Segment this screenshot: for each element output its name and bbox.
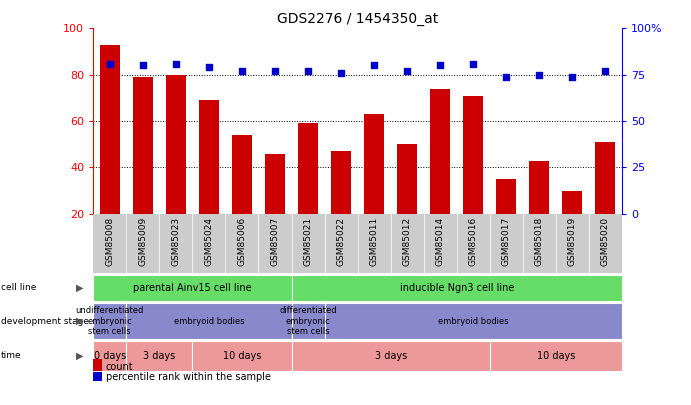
Bar — [430, 89, 450, 214]
Text: undifferentiated
embryonic
stem cells: undifferentiated embryonic stem cells — [75, 306, 144, 336]
Bar — [93, 303, 126, 339]
Bar — [199, 100, 219, 214]
Bar — [292, 275, 622, 301]
Text: GSM85023: GSM85023 — [171, 217, 180, 266]
Text: 3 days: 3 days — [375, 351, 407, 361]
Point — [171, 60, 182, 67]
Text: ▶: ▶ — [76, 316, 84, 326]
Text: time: time — [1, 352, 21, 360]
Text: 10 days: 10 days — [537, 351, 575, 361]
Point — [104, 60, 115, 67]
Title: GDS2276 / 1454350_at: GDS2276 / 1454350_at — [277, 12, 438, 26]
Text: 0 days: 0 days — [94, 351, 126, 361]
Bar — [292, 341, 490, 371]
Point — [567, 73, 578, 80]
Bar — [126, 303, 292, 339]
Text: GSM85022: GSM85022 — [337, 217, 346, 266]
Bar — [496, 179, 516, 214]
Text: embryoid bodies: embryoid bodies — [438, 317, 509, 326]
Bar — [490, 341, 622, 371]
Text: GSM85019: GSM85019 — [568, 217, 577, 266]
Text: GSM85008: GSM85008 — [105, 217, 114, 266]
Text: GSM85007: GSM85007 — [270, 217, 279, 266]
Text: ▶: ▶ — [76, 351, 84, 361]
Bar — [192, 341, 292, 371]
Bar — [133, 77, 153, 214]
Text: count: count — [106, 362, 133, 371]
Bar — [562, 191, 583, 214]
Text: GSM85012: GSM85012 — [403, 217, 412, 266]
Text: GSM85018: GSM85018 — [535, 217, 544, 266]
Bar — [93, 341, 126, 371]
Point — [600, 68, 611, 74]
Point — [501, 73, 512, 80]
Bar — [232, 135, 252, 214]
Point — [401, 68, 413, 74]
Point — [468, 60, 479, 67]
Bar — [292, 303, 325, 339]
Bar — [397, 144, 417, 214]
Text: percentile rank within the sample: percentile rank within the sample — [106, 373, 271, 382]
Text: 3 days: 3 days — [143, 351, 176, 361]
Text: parental Ainv15 cell line: parental Ainv15 cell line — [133, 283, 252, 293]
Text: differentiated
embryonic
stem cells: differentiated embryonic stem cells — [279, 306, 337, 336]
Point — [138, 62, 149, 69]
Bar — [364, 114, 384, 214]
Text: cell line: cell line — [1, 283, 36, 292]
Text: GSM85024: GSM85024 — [205, 217, 214, 266]
Text: GSM85009: GSM85009 — [138, 217, 147, 266]
Point — [368, 62, 379, 69]
Bar — [298, 124, 318, 214]
Text: GSM85017: GSM85017 — [502, 217, 511, 266]
Text: GSM85021: GSM85021 — [303, 217, 312, 266]
Text: GSM85014: GSM85014 — [436, 217, 445, 266]
Bar — [463, 96, 483, 214]
Text: GSM85011: GSM85011 — [370, 217, 379, 266]
Bar — [100, 45, 120, 214]
Text: development stage: development stage — [1, 317, 88, 326]
Point — [336, 70, 347, 76]
Bar — [93, 275, 292, 301]
Bar — [265, 153, 285, 214]
Bar — [126, 341, 192, 371]
Point — [236, 68, 247, 74]
Text: GSM85016: GSM85016 — [468, 217, 477, 266]
Point — [203, 64, 214, 70]
Bar — [166, 75, 186, 214]
Text: inducible Ngn3 cell line: inducible Ngn3 cell line — [399, 283, 514, 293]
Text: ▶: ▶ — [76, 283, 84, 293]
Bar — [529, 160, 549, 214]
Text: embryoid bodies: embryoid bodies — [173, 317, 244, 326]
Text: GSM85006: GSM85006 — [238, 217, 247, 266]
Point — [533, 71, 545, 78]
Text: GSM85020: GSM85020 — [601, 217, 610, 266]
Text: 10 days: 10 days — [223, 351, 261, 361]
Point — [303, 68, 314, 74]
Point — [435, 62, 446, 69]
Bar — [325, 303, 622, 339]
Bar — [596, 142, 615, 214]
Point — [269, 68, 281, 74]
Bar — [331, 151, 351, 214]
